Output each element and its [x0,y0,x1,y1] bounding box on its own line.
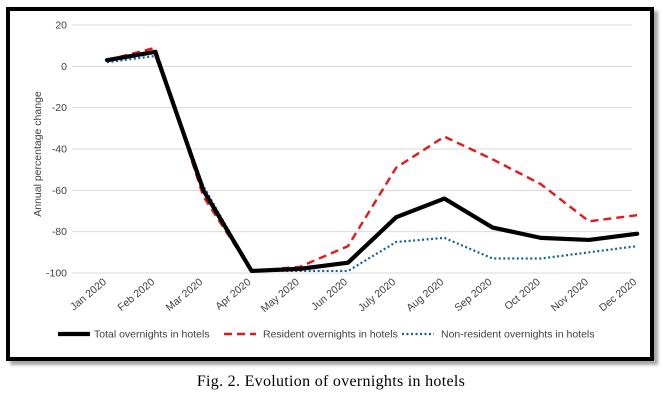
x-tick-label: Nov 2020 [549,276,591,314]
y-tick-label: -100 [46,268,67,280]
legend-label-1: Resident overnights in hotels [263,329,398,341]
x-tick-label: Oct 2020 [502,276,542,313]
x-axis-ticks: Jan 2020 Feb 2020 Mar 2020 Apr 2020 May 2020… [68,276,639,315]
legend-label-2: Non-resident overnights in hotels [441,329,595,341]
x-tick-label: Jun 2020 [309,276,350,313]
x-tick-label: Apr 2020 [213,276,253,313]
x-tick-label: Feb 2020 [115,276,157,314]
y-tick-label: 0 [61,61,67,73]
y-tick-label: -80 [52,226,67,238]
x-tick-label: Jan 2020 [68,276,109,313]
x-tick-label: Aug 2020 [404,276,446,314]
y-tick-label: 20 [55,20,67,32]
series-lines [104,46,640,274]
x-tick-label: Mar 2020 [164,276,206,314]
line-chart: 20 0 -20 -40 -60 -80 -100 Jan 2020 Feb 2020 Mar … [32,20,640,341]
legend-label-0: Total overnights in hotels [94,329,210,341]
x-tick-label: Dec 2020 [597,276,639,314]
gridlines [72,24,632,274]
figure-caption: Fig. 2. Evolution of overnights in hotel… [196,373,466,390]
series-line-2 [106,54,638,273]
x-tick-label: July 2020 [356,276,398,314]
y-tick-label: -60 [52,185,67,197]
series-line-0 [104,49,640,274]
x-tick-label: May 2020 [259,276,302,315]
y-axis-title: Annual percentage change [32,91,44,217]
chart-frame: 20 0 -20 -40 -60 -80 -100 Jan 2020 Feb 2020 Mar … [6,7,654,361]
y-tick-label: -40 [52,144,67,156]
y-axis-ticks: 20 0 -20 -40 -60 -80 -100 [46,20,67,280]
legend: Total overnights in hotels Resident overn… [58,329,595,341]
y-tick-label: -20 [52,102,67,114]
x-tick-label: Sep 2020 [452,276,494,314]
